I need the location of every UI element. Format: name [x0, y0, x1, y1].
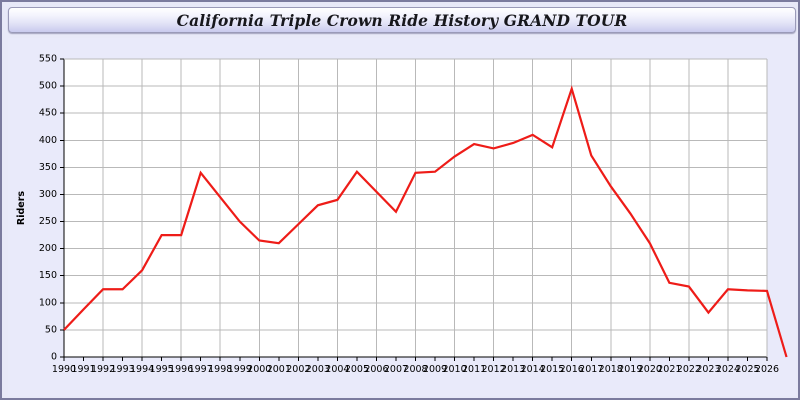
x-tick-label: 2016	[560, 364, 584, 375]
x-tick-label: 1993	[110, 364, 134, 375]
x-tick-label: 2001	[267, 364, 291, 375]
y-tick-label: 0	[51, 352, 57, 363]
x-tick-label: 2008	[403, 364, 427, 375]
y-tick-label: 150	[39, 270, 57, 281]
y-tick-label: 400	[39, 135, 57, 146]
x-tick-label: 2010	[442, 364, 466, 375]
x-tick-label: 2023	[696, 364, 720, 375]
x-tick-label: 2013	[501, 364, 525, 375]
data-series-riders	[63, 85, 788, 358]
y-tick-label: 300	[39, 189, 57, 200]
x-axis-tick-labels: 1990199119921993199419951996199719981999…	[52, 364, 779, 375]
x-tick-label: 2014	[521, 364, 545, 375]
x-tick-label: 2022	[677, 364, 701, 375]
y-tick-label: 550	[39, 54, 57, 65]
x-tick-label: 1999	[228, 364, 252, 375]
x-tick-label: 1997	[189, 364, 213, 375]
series-line-riders	[63, 85, 788, 358]
x-tick-label: 2019	[618, 364, 642, 375]
x-tick-label: 1996	[169, 364, 193, 375]
x-tick-label: 2006	[364, 364, 388, 375]
x-tick-label: 2003	[306, 364, 330, 375]
x-tick-label: 2017	[579, 364, 603, 375]
x-tick-label: 2007	[384, 364, 408, 375]
y-tick-label: 450	[39, 108, 57, 119]
x-tick-label: 1994	[130, 364, 154, 375]
x-tick-label: 1998	[208, 364, 232, 375]
y-tick-label: 350	[39, 162, 57, 173]
x-tick-label: 1991	[71, 364, 95, 375]
x-tick-label: 2025	[735, 364, 759, 375]
axis-ticks	[60, 58, 768, 361]
window-titlebar: California Triple Crown Ride History GRA…	[8, 7, 796, 33]
x-tick-label: 2005	[345, 364, 369, 375]
x-tick-label: 2011	[462, 364, 486, 375]
y-axis-tick-labels: 0 50 100 150 200 250 300 350 400 450 500 550	[39, 54, 57, 363]
page-title: California Triple Crown Ride History GRA…	[176, 10, 628, 30]
x-tick-label: 2004	[325, 364, 349, 375]
y-tick-label: 200	[39, 243, 57, 254]
x-tick-label: 1992	[91, 364, 115, 375]
x-tick-label: 1990	[52, 364, 76, 375]
x-tick-label: 2012	[482, 364, 506, 375]
x-tick-label: 2021	[657, 364, 681, 375]
chart-plot-container: 0 50 100 150 200 250 300 350 400 450 500 550 1990 19…	[8, 38, 796, 396]
y-tick-label: 100	[39, 297, 57, 308]
x-tick-label: 2000	[247, 364, 271, 375]
x-tick-label: 2009	[423, 364, 447, 375]
x-tick-label: 2015	[540, 364, 564, 375]
x-tick-label: 1995	[150, 364, 174, 375]
x-tick-label: 2002	[286, 364, 310, 375]
y-axis-title: Riders	[16, 191, 27, 226]
x-tick-label: 2018	[599, 364, 623, 375]
x-tick-label: 2026	[755, 364, 779, 375]
x-tick-label: 2020	[638, 364, 662, 375]
y-axis-title-label: Riders	[16, 191, 27, 226]
y-tick-label: 250	[39, 216, 57, 227]
y-tick-label: 50	[45, 324, 57, 335]
x-tick-label: 2024	[716, 364, 740, 375]
y-tick-label: 500	[39, 81, 57, 92]
